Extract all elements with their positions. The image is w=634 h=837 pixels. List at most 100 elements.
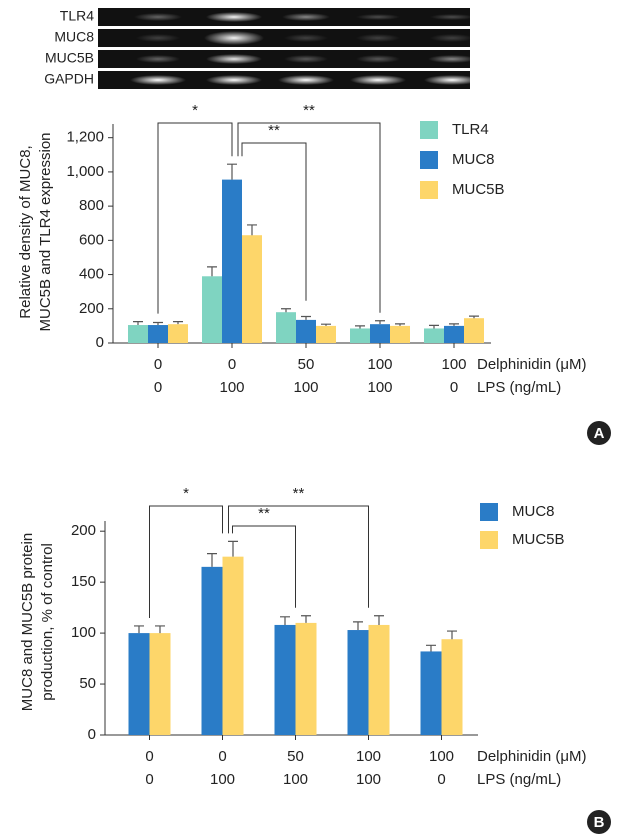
error-bar xyxy=(447,631,457,639)
bar xyxy=(370,324,390,343)
error-bar xyxy=(301,616,311,623)
gel-blot: TLR4 MUC8 MUC5B GAPDH xyxy=(44,8,480,89)
y-axis-label: production, % of control xyxy=(39,543,56,701)
y-axis-label: MUC5B and TLR4 expression xyxy=(37,133,54,332)
bar xyxy=(202,276,222,343)
bar xyxy=(168,324,188,343)
legend-swatch xyxy=(480,531,498,549)
x-tick-label: 0 xyxy=(145,771,153,788)
y-tick-label: 200 xyxy=(79,300,104,317)
bar xyxy=(296,623,317,735)
error-bar xyxy=(426,645,436,651)
x-tick-label: 0 xyxy=(145,748,153,765)
y-tick-label: 1,000 xyxy=(66,163,104,180)
legend-label: TLR4 xyxy=(452,121,489,138)
legend-swatch xyxy=(480,503,498,521)
error-bar xyxy=(301,316,311,319)
x-tick-label: 0 xyxy=(218,748,226,765)
y-tick-label: 200 xyxy=(71,522,96,539)
x-tick-label: 100 xyxy=(441,356,466,373)
bar xyxy=(444,326,464,343)
x-tick-label: 100 xyxy=(210,771,235,788)
x-tick-label: 100 xyxy=(293,379,318,396)
bar xyxy=(150,633,171,735)
x-tick-label: 50 xyxy=(298,356,315,373)
chart: 050100150200MUC8 and MUC5B proteinproduc… xyxy=(19,485,611,834)
x-row-name: Delphinidin (μM) xyxy=(477,356,587,373)
error-bar xyxy=(247,225,257,235)
error-bar xyxy=(280,617,290,625)
bar xyxy=(128,325,148,343)
significance-label: * xyxy=(183,485,189,502)
error-bar xyxy=(429,325,439,328)
legend-label: MUC5B xyxy=(512,531,565,548)
chart: 02004006008001,0001,200Relative density … xyxy=(17,102,611,445)
bar xyxy=(202,567,223,735)
bar xyxy=(369,625,390,735)
bar xyxy=(464,318,484,343)
y-axis-label: MUC8 and MUC5B protein xyxy=(19,533,36,711)
error-bar xyxy=(207,554,217,567)
error-bar xyxy=(155,626,165,633)
x-tick-label: 100 xyxy=(283,771,308,788)
y-tick-label: 50 xyxy=(79,675,96,692)
gel-label: MUC5B xyxy=(45,50,94,66)
bar xyxy=(148,325,168,343)
bar xyxy=(276,312,296,343)
bar xyxy=(442,639,463,735)
bar xyxy=(223,557,244,735)
error-bar xyxy=(227,164,237,179)
x-tick-label: 100 xyxy=(356,771,381,788)
error-bar xyxy=(375,321,385,324)
significance-label: ** xyxy=(293,485,305,502)
error-bar xyxy=(355,326,365,329)
x-row-name: Delphinidin (μM) xyxy=(477,748,587,765)
x-tick-label: 100 xyxy=(356,748,381,765)
bar xyxy=(242,235,262,343)
legend-label: MUC8 xyxy=(512,503,555,520)
error-bar xyxy=(134,626,144,633)
bar xyxy=(275,625,296,735)
x-tick-label: 0 xyxy=(154,356,162,373)
legend-swatch xyxy=(420,151,438,169)
significance-label: ** xyxy=(268,122,280,139)
x-tick-label: 50 xyxy=(287,748,304,765)
x-row-name: LPS (ng/mL) xyxy=(477,379,561,396)
error-bar xyxy=(133,322,143,325)
y-tick-label: 800 xyxy=(79,197,104,214)
gel-label: GAPDH xyxy=(44,71,94,87)
x-tick-label: 100 xyxy=(367,379,392,396)
x-row-name: LPS (ng/mL) xyxy=(477,771,561,788)
legend-swatch xyxy=(420,181,438,199)
y-tick-label: 100 xyxy=(71,624,96,641)
y-tick-label: 400 xyxy=(79,266,104,283)
y-tick-label: 0 xyxy=(88,726,96,743)
panel-label: A xyxy=(594,425,605,442)
legend-swatch xyxy=(420,121,438,139)
bar xyxy=(129,633,150,735)
legend-label: MUC8 xyxy=(452,151,495,168)
bar xyxy=(421,651,442,735)
significance-bracket xyxy=(229,506,369,608)
error-bar xyxy=(228,541,238,556)
bar xyxy=(222,180,242,343)
bar xyxy=(424,328,444,343)
significance-label: * xyxy=(192,102,198,119)
error-bar xyxy=(353,622,363,630)
page: {"gel": {"labels": ["TLR4", "MUC8", "MUC… xyxy=(0,0,634,837)
bar xyxy=(296,320,316,343)
y-tick-label: 600 xyxy=(79,231,104,248)
x-tick-label: 100 xyxy=(219,379,244,396)
error-bar xyxy=(321,324,331,326)
error-bar xyxy=(374,616,384,625)
x-tick-label: 0 xyxy=(228,356,236,373)
bar xyxy=(350,328,370,343)
error-bar xyxy=(281,309,291,312)
x-tick-label: 0 xyxy=(154,379,162,396)
bar xyxy=(390,326,410,343)
error-bar xyxy=(207,267,217,276)
gel-label: MUC8 xyxy=(54,29,94,45)
y-axis-label: Relative density of MUC8, xyxy=(17,145,34,318)
error-bar xyxy=(173,322,183,325)
significance-label: ** xyxy=(303,102,315,119)
